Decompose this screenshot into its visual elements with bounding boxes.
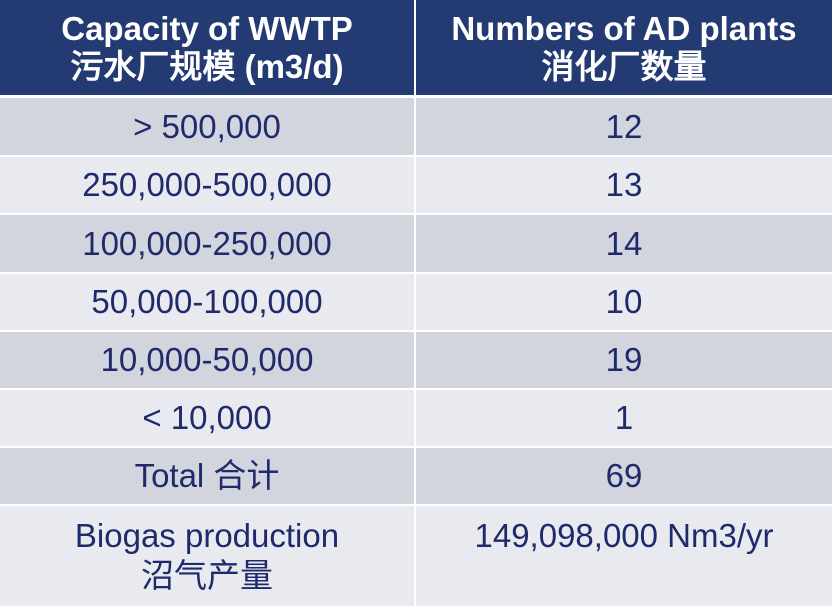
table-cell-count: 19 xyxy=(416,332,832,390)
count-value: 14 xyxy=(605,224,643,262)
count-value: 12 xyxy=(605,107,643,145)
header-ad-plants: Numbers of AD plants 消化厂数量 xyxy=(416,0,832,98)
count-value: 10 xyxy=(605,283,643,320)
header-ad-plants-zh: 消化厂数量 xyxy=(541,47,707,85)
count-value: 13 xyxy=(605,166,643,203)
capacity-value: 50,000-100,000 xyxy=(91,283,323,320)
count-value: 19 xyxy=(605,341,643,378)
header-capacity: Capacity of WWTP 污水厂规模 (m3/d) xyxy=(0,0,416,98)
capacity-value: 250,000-500,000 xyxy=(82,166,332,203)
table-cell-capacity: < 10,000 xyxy=(0,390,416,448)
table-cell-capacity: 50,000-100,000 xyxy=(0,274,416,332)
capacity-value: < 10,000 xyxy=(142,399,272,436)
table-cell-count: 10 xyxy=(416,274,832,332)
table-cell-capacity: 100,000-250,000 xyxy=(0,215,416,274)
table-cell-capacity: 10,000-50,000 xyxy=(0,332,416,390)
capacity-value: 10,000-50,000 xyxy=(100,341,314,378)
header-capacity-zh: 污水厂规模 (m3/d) xyxy=(70,47,344,85)
table-cell-capacity: 250,000-500,000 xyxy=(0,157,416,215)
total-value: 69 xyxy=(605,457,643,494)
table-cell-capacity: > 500,000 xyxy=(0,98,416,157)
biogas-value: 149,098,000 Nm3/yr xyxy=(474,517,774,554)
table-cell-count: 12 xyxy=(416,98,832,157)
biogas-label-cell: Biogas production 沼气产量 xyxy=(0,506,416,608)
total-value-cell: 69 xyxy=(416,448,832,506)
total-label-cell: Total 合计 xyxy=(0,448,416,506)
capacity-value: 100,000-250,000 xyxy=(82,224,332,262)
total-label: Total 合计 xyxy=(134,457,280,494)
table-cell-count: 13 xyxy=(416,157,832,215)
capacity-value: > 500,000 xyxy=(133,107,281,145)
table-cell-count: 14 xyxy=(416,215,832,274)
biogas-value-cell: 149,098,000 Nm3/yr xyxy=(416,506,832,608)
table-cell-count: 1 xyxy=(416,390,832,448)
header-capacity-en: Capacity of WWTP xyxy=(61,9,353,47)
header-ad-plants-en: Numbers of AD plants xyxy=(451,9,797,47)
count-value: 1 xyxy=(614,399,634,436)
biogas-label-en: Biogas production xyxy=(74,517,340,554)
biogas-label-zh: 沼气产量 xyxy=(141,557,273,594)
